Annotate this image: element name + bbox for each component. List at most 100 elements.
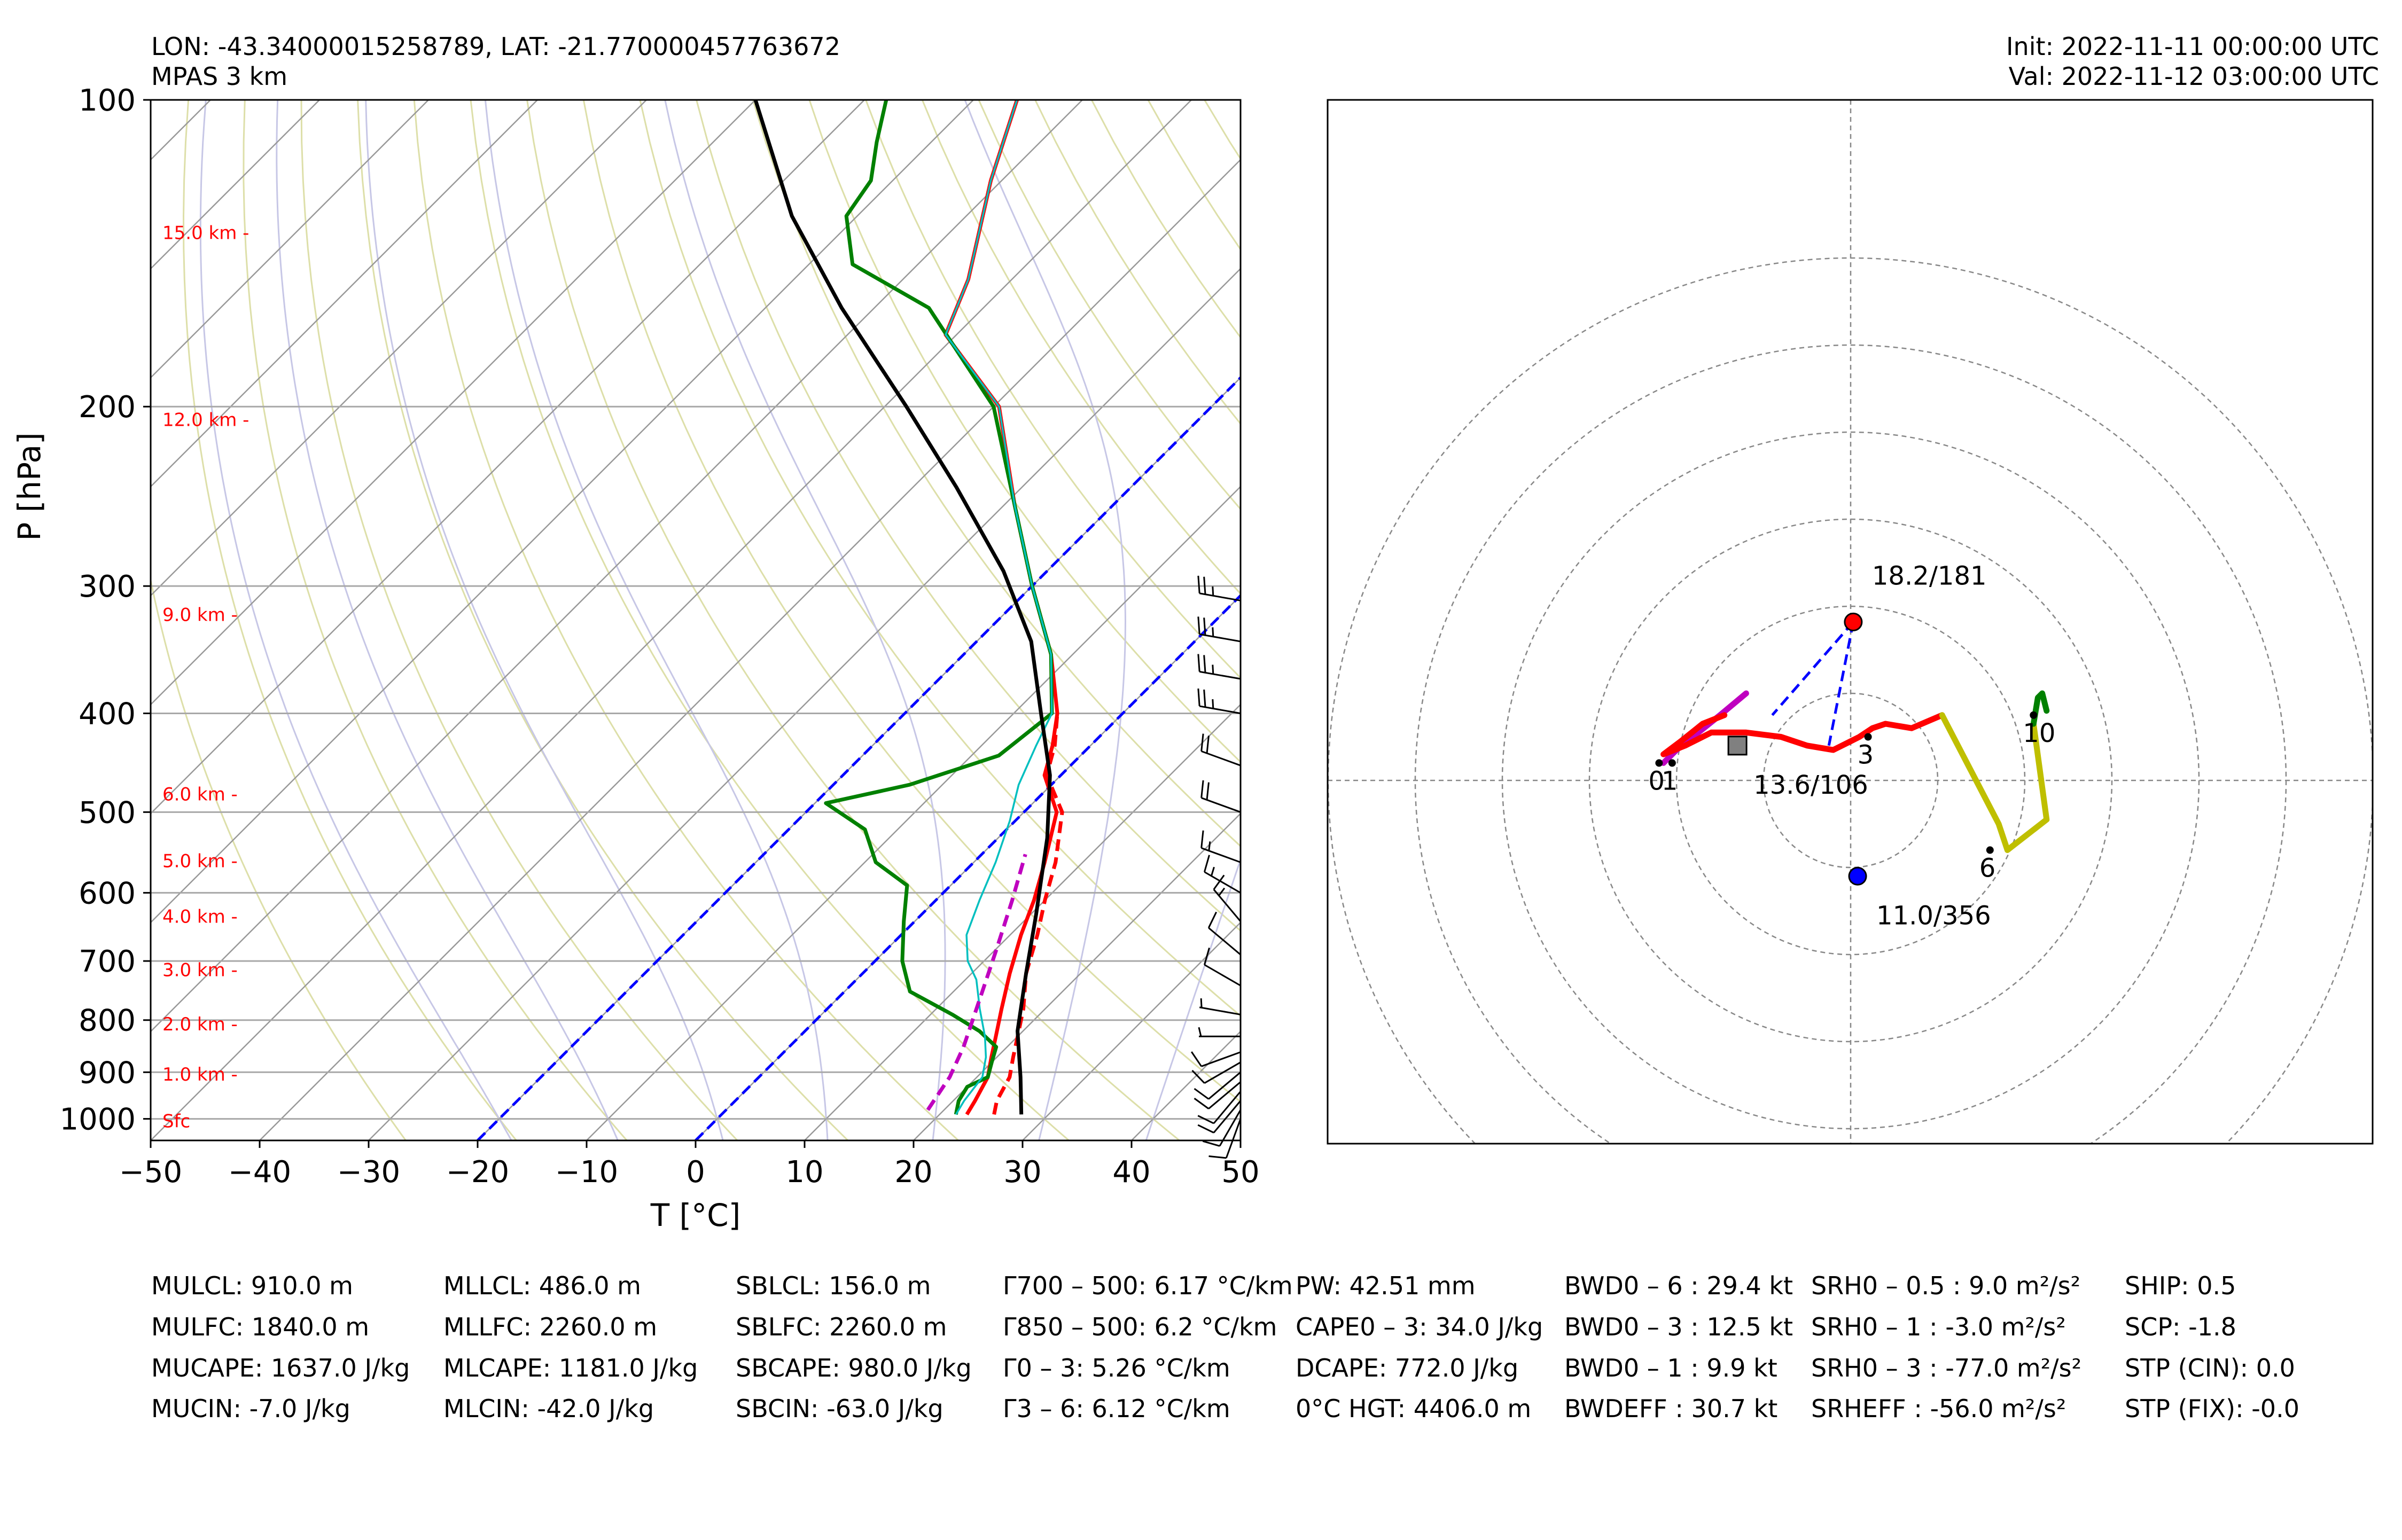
parcel-line — [753, 100, 1052, 1115]
index-value: MULCL: 910.0 m — [151, 1271, 353, 1300]
dry-adiabat — [2221, 100, 2402, 1140]
wind-barb-staff — [1199, 670, 1241, 680]
height-marker — [1986, 846, 1994, 854]
height-label: Sfc — [162, 1111, 190, 1132]
skew-t-plot-area — [0, 100, 2402, 1140]
mean-wind-marker — [1727, 736, 1748, 756]
isotherm — [151, 100, 865, 815]
wind-barb-flag — [1208, 1155, 1227, 1159]
wind-barb-staff — [1199, 705, 1241, 714]
index-value: SBCAPE: 980.0 J/kg — [736, 1354, 972, 1382]
wind-barb-flag — [1203, 617, 1206, 636]
isotherm — [151, 100, 538, 488]
wind-barb-staff — [1199, 633, 1241, 643]
x-tick-label: −30 — [337, 1155, 400, 1190]
wind-barb-flag — [1203, 689, 1206, 707]
wind-barb — [1207, 911, 1241, 956]
skew-t-panel: 15.0 km -12.0 km -9.0 km -6.0 km -5.0 km… — [0, 83, 2402, 1233]
valid-time-label: Val: 2022-11-12 03:00:00 UTC — [2008, 62, 2379, 91]
init-time-label: Init: 2022-11-11 00:00:00 UTC — [2006, 32, 2379, 61]
dry-adiabat — [582, 100, 1241, 1103]
moist-adiabat — [365, 100, 724, 1140]
height-label: 9.0 km - — [162, 605, 238, 626]
dry-adiabat — [1543, 100, 2402, 1140]
wind-barb — [1194, 1072, 1241, 1100]
wind-barb-staff — [1201, 750, 1241, 767]
y-tick-label: 800 — [79, 1004, 136, 1038]
y-tick-label: 100 — [79, 83, 136, 118]
index-value: Γ850 – 500: 6.2 °C/km — [1003, 1312, 1277, 1341]
dry-adiabat — [300, 100, 738, 1140]
wind-barb-flag — [1207, 911, 1218, 928]
wind-barb-flag — [1218, 887, 1226, 896]
dry-adiabat — [2277, 100, 2402, 1140]
dry-adiabat — [470, 100, 1070, 1140]
wind-barb — [1197, 654, 1241, 680]
wind-barb — [1200, 830, 1241, 863]
height-marker — [1864, 733, 1872, 741]
dry-adiabat — [1147, 100, 1241, 251]
wind-barb-staff — [1201, 797, 1241, 813]
index-value: PW: 42.51 mm — [1296, 1271, 1476, 1300]
y-tick-label: 1000 — [59, 1103, 136, 1137]
dry-adiabat — [978, 100, 1241, 511]
y-tick-label: 600 — [79, 876, 136, 911]
dry-adiabat — [1938, 100, 2402, 1140]
index-value: STP (CIN): 0.0 — [2125, 1354, 2295, 1382]
wind-barb — [1197, 1091, 1242, 1124]
model-label: MPAS 3 km — [151, 62, 288, 91]
index-value: MLLCL: 486.0 m — [443, 1271, 641, 1300]
freezing-line — [477, 376, 1241, 1140]
dry-adiabat — [1882, 100, 2402, 1140]
wind-barb-flag — [1197, 1115, 1214, 1124]
storm-motion-marker — [1844, 612, 1863, 631]
x-axis-label: T [°C] — [650, 1197, 741, 1233]
y-tick-label: 400 — [79, 697, 136, 731]
temperature-line — [943, 100, 1059, 1116]
wind-barb-staff — [1201, 847, 1241, 863]
wind-barb-flag — [1204, 948, 1210, 965]
index-value: SHIP: 0.5 — [2125, 1271, 2236, 1300]
x-tick-label: −50 — [119, 1155, 182, 1190]
index-value: SRH0 – 0.5 : 9.0 m²/s² — [1811, 1271, 2081, 1300]
wind-barb-flag — [1213, 874, 1225, 890]
moist-adiabat — [964, 100, 1127, 1140]
isotherm — [1022, 921, 1241, 1140]
index-value: SBCIN: -63.0 J/kg — [736, 1394, 943, 1423]
wind-barb-flag — [1197, 688, 1200, 707]
dry-adiabat — [1769, 100, 2402, 1140]
wind-barb-staff — [1208, 1081, 1241, 1109]
hodograph-segment-effective — [1660, 690, 1749, 766]
index-value: SCP: -1.8 — [2125, 1312, 2236, 1341]
isotherm — [368, 268, 1241, 1140]
wind-barb-staff — [1199, 592, 1241, 601]
isotherm — [151, 100, 1083, 1033]
moist-adiabat — [484, 100, 829, 1140]
wind-barb-flag — [1197, 616, 1200, 635]
dry-adiabat — [182, 100, 517, 1140]
x-tick-label: 10 — [785, 1155, 823, 1190]
isotherm — [151, 100, 974, 924]
height-marker-label: 1 — [1662, 766, 1678, 796]
dry-adiabat — [1826, 100, 2402, 1140]
wind-barb-staff — [1213, 889, 1242, 922]
isotherm — [1131, 1030, 1241, 1140]
wind-barb-flag — [1204, 855, 1210, 872]
wind-barb — [1197, 688, 1241, 714]
freezing-line — [695, 593, 1241, 1140]
wind-barb-staff — [1199, 1006, 1241, 1015]
isotherm — [0, 100, 102, 1140]
wind-barb — [1198, 1027, 1241, 1037]
height-label: 15.0 km - — [162, 223, 249, 244]
isotherm — [586, 486, 1241, 1140]
hodograph-segment-3-6km — [1939, 712, 2050, 853]
dry-adiabat — [808, 100, 1241, 763]
wind-barb — [1197, 575, 1241, 601]
dry-adiabat — [639, 100, 1241, 1017]
storm-motion-label: 18.2/181 — [1872, 561, 1987, 591]
height-marker-label: 10 — [2023, 718, 2055, 748]
index-value: CAPE0 – 3: 34.0 J/kg — [1296, 1312, 1543, 1341]
height-label: 3.0 km - — [162, 959, 238, 981]
wind-barb-flag — [1206, 782, 1210, 800]
dry-adiabat — [2164, 100, 2402, 1140]
